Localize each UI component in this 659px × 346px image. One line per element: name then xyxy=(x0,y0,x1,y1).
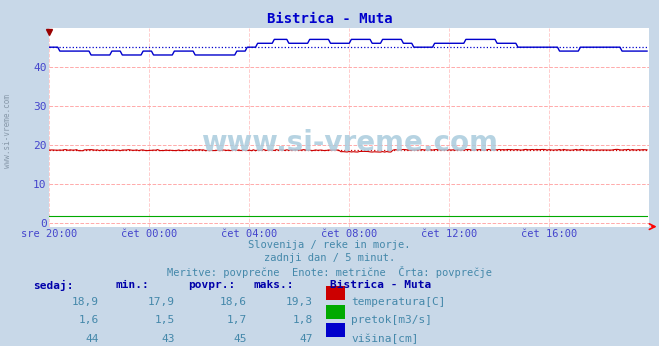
Text: 44: 44 xyxy=(86,334,99,344)
Text: 17,9: 17,9 xyxy=(148,297,175,307)
Text: Meritve: povprečne  Enote: metrične  Črta: povprečje: Meritve: povprečne Enote: metrične Črta:… xyxy=(167,266,492,278)
Text: www.si-vreme.com: www.si-vreme.com xyxy=(3,94,13,169)
Text: 45: 45 xyxy=(234,334,247,344)
Text: min.:: min.: xyxy=(115,280,149,290)
Text: Slovenija / reke in morje.: Slovenija / reke in morje. xyxy=(248,240,411,251)
Text: 1,5: 1,5 xyxy=(154,315,175,325)
Text: 19,3: 19,3 xyxy=(286,297,313,307)
Text: 1,8: 1,8 xyxy=(293,315,313,325)
Text: pretok[m3/s]: pretok[m3/s] xyxy=(351,315,432,325)
Text: 43: 43 xyxy=(161,334,175,344)
Text: višina[cm]: višina[cm] xyxy=(351,334,418,344)
Text: maks.:: maks.: xyxy=(254,280,294,290)
Text: www.si-vreme.com: www.si-vreme.com xyxy=(201,129,498,157)
Text: temperatura[C]: temperatura[C] xyxy=(351,297,445,307)
Text: zadnji dan / 5 minut.: zadnji dan / 5 minut. xyxy=(264,253,395,263)
Text: povpr.:: povpr.: xyxy=(188,280,235,290)
Text: Bistrica - Muta: Bistrica - Muta xyxy=(267,12,392,26)
Text: Bistrica - Muta: Bistrica - Muta xyxy=(330,280,431,290)
Text: 1,6: 1,6 xyxy=(78,315,99,325)
Text: 1,7: 1,7 xyxy=(227,315,247,325)
Text: 47: 47 xyxy=(300,334,313,344)
Text: 18,9: 18,9 xyxy=(72,297,99,307)
Text: 18,6: 18,6 xyxy=(220,297,247,307)
Text: sedaj:: sedaj: xyxy=(33,280,73,291)
